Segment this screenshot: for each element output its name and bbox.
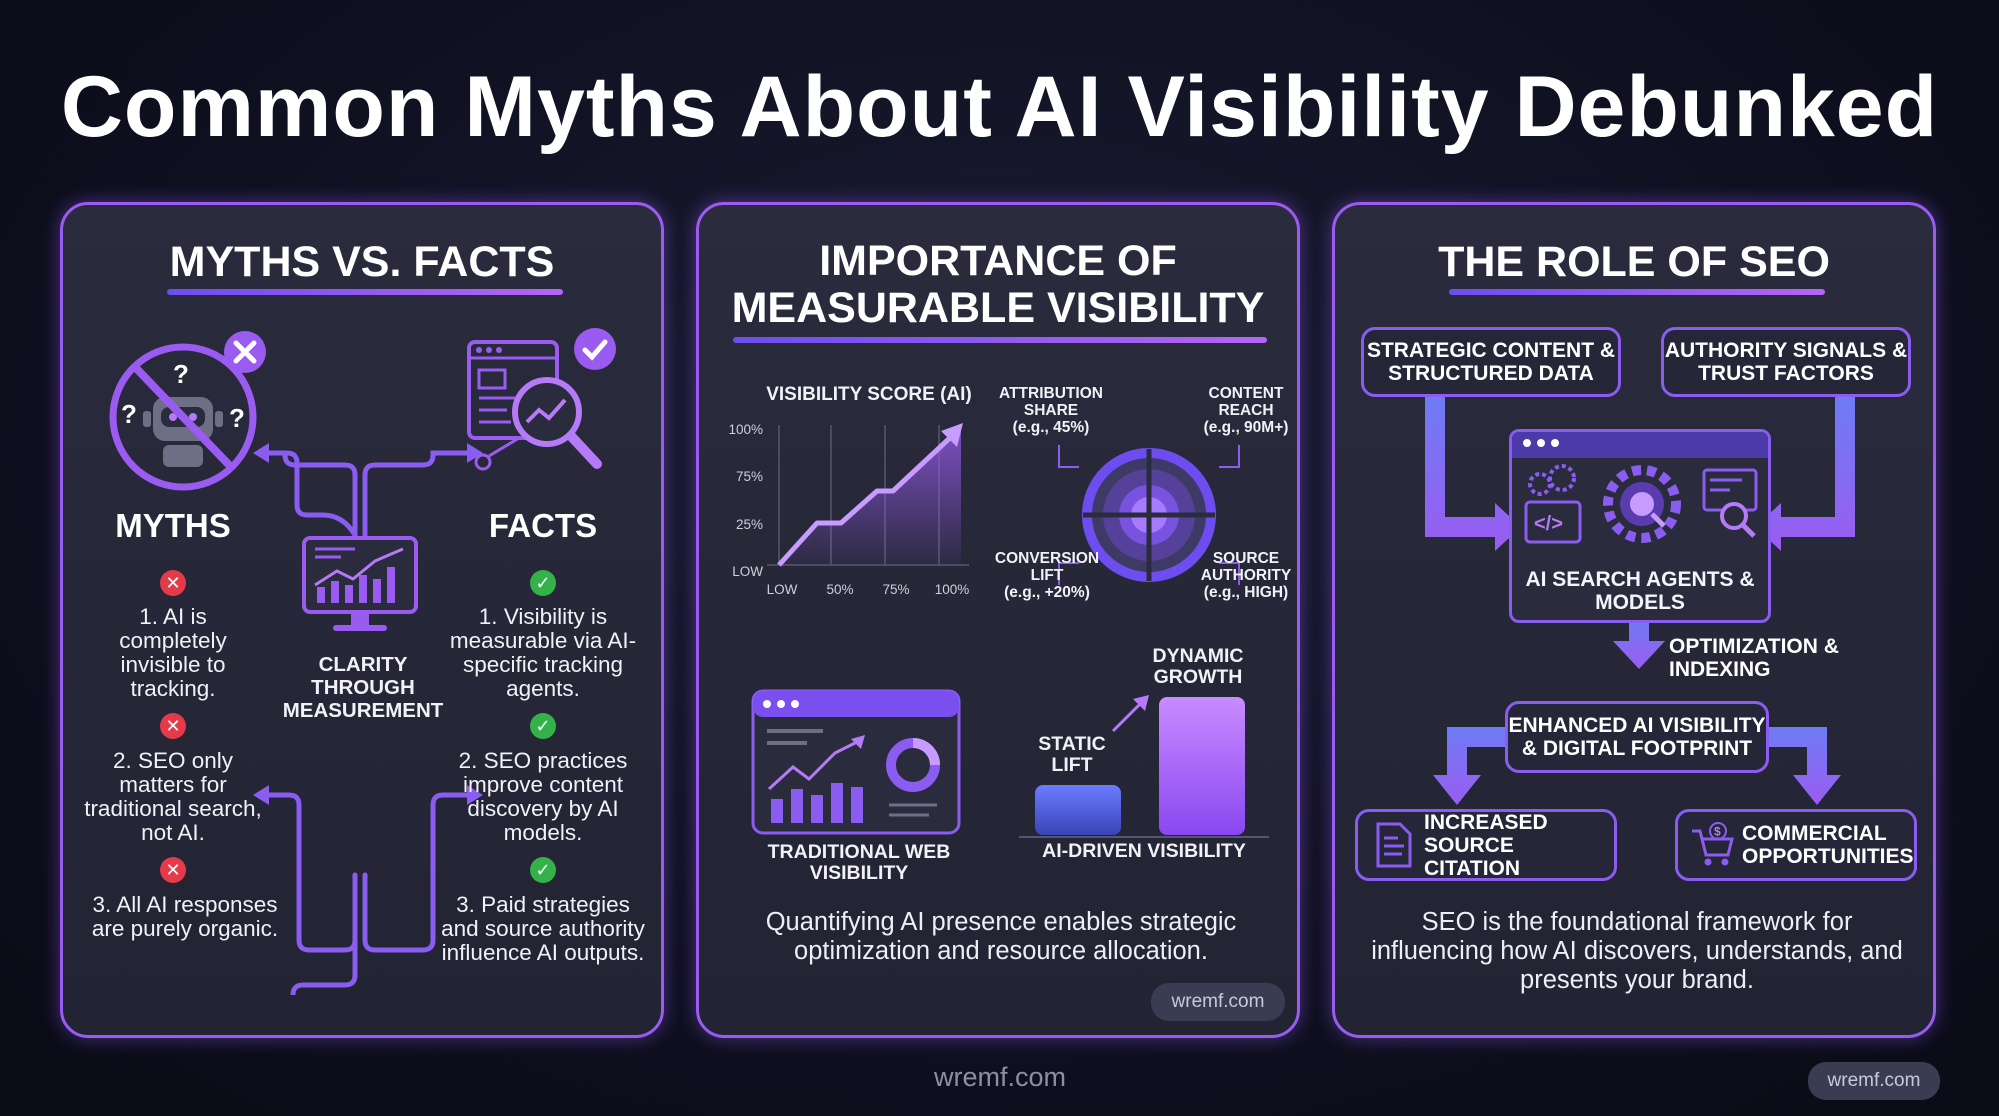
radial-metrics-icon bbox=[1058, 445, 1240, 585]
source-authority-label: SOURCE AUTHORITY (e.g., HIGH) bbox=[1200, 550, 1292, 601]
document-icon bbox=[1376, 822, 1412, 868]
analytics-magnifier-icon bbox=[467, 340, 602, 471]
svg-text:</>: </> bbox=[1534, 513, 1563, 535]
measurable-visibility-panel: IMPORTANCE OF MEASURABLE VISIBILITY VISI… bbox=[696, 202, 1300, 1038]
increased-citation-box: INCREASED SOURCE CITATION bbox=[1355, 809, 1617, 881]
fact-item: 1. Visibility is measurable via AI-speci… bbox=[449, 604, 637, 701]
svg-text:?: ? bbox=[229, 403, 245, 433]
flow-arrows bbox=[1425, 395, 1855, 805]
chart-title: VISIBILITY SCORE (AI) bbox=[766, 384, 972, 405]
title-underline bbox=[1449, 289, 1825, 295]
commercial-opportunities-box: $ COMMERCIAL OPPORTUNITIES bbox=[1675, 809, 1917, 881]
crossed-robot-icon: ? ? ? bbox=[109, 343, 257, 491]
myths-heading: MYTHS bbox=[115, 507, 231, 544]
visibility-line-chart bbox=[767, 423, 969, 567]
attribution-label: ATTRIBUTION SHARE (e.g., 45%) bbox=[999, 385, 1103, 436]
ai-agents-label: AI SEARCH AGENTS & MODELS bbox=[1525, 568, 1755, 614]
strategic-content-box: STRATEGIC CONTENT & STRUCTURED DATA bbox=[1361, 327, 1621, 397]
facts-heading: FACTS bbox=[488, 507, 598, 544]
panel-caption: SEO is the foundational framework for in… bbox=[1371, 908, 1903, 994]
shopping-cart-icon: $ bbox=[1692, 822, 1734, 866]
myth-item: 2. SEO only matters for traditional sear… bbox=[84, 748, 262, 845]
title-underline bbox=[167, 289, 563, 295]
ai-agents-window: </> AI SEARCH AGENTS & MODELS bbox=[1509, 429, 1771, 623]
traditional-label: TRADITIONAL WEB VISIBILITY bbox=[767, 841, 951, 884]
dynamic-growth-label: DYNAMIC GROWTH bbox=[1152, 645, 1244, 688]
panel-title-line1: IMPORTANCE OF bbox=[819, 237, 1177, 285]
footer-watermark-pill: wremf.com bbox=[1808, 1062, 1940, 1100]
svg-text:?: ? bbox=[173, 359, 189, 389]
check-mark-icon: ✓ bbox=[530, 713, 556, 739]
y-tick-label: 75% bbox=[735, 469, 763, 484]
enhanced-visibility-box: ENHANCED AI VISIBILITY & DIGITAL FOOTPRI… bbox=[1505, 701, 1769, 773]
myths-vs-facts-panel: MYTHS VS. FACTS ? ? ? bbox=[60, 202, 664, 1038]
x-badge-icon bbox=[224, 331, 266, 373]
title-underline bbox=[733, 337, 1267, 343]
optimization-label: OPTIMIZATION & INDEXING bbox=[1669, 635, 1839, 681]
page-title: Common Myths About AI Visibility Debunke… bbox=[60, 59, 1939, 155]
panel-title-line2: MEASURABLE VISIBILITY bbox=[731, 284, 1265, 332]
gear-code-search-icon: </> bbox=[1524, 464, 1758, 544]
svg-text:?: ? bbox=[121, 399, 137, 429]
center-label: CLARITY THROUGH MEASUREMENT bbox=[282, 653, 444, 722]
cross-mark-icon: ✕ bbox=[160, 570, 186, 596]
traditional-browser-icon bbox=[751, 689, 961, 835]
x-tick-label: 100% bbox=[934, 582, 970, 597]
svg-text:$: $ bbox=[1714, 825, 1721, 839]
window-dots-icon bbox=[1523, 439, 1559, 447]
y-tick-label: LOW bbox=[732, 564, 763, 579]
ai-driven-label: AI-DRIVEN VISIBILITY bbox=[1042, 840, 1246, 862]
fact-item: 3. Paid strategies and source authority … bbox=[441, 892, 645, 965]
myth-item: 1. AI is completely invisible to trackin… bbox=[119, 604, 227, 701]
authority-signals-box: AUTHORITY SIGNALS & TRUST FACTORS bbox=[1661, 327, 1911, 397]
footer-watermark: wremf.com bbox=[933, 1062, 1066, 1092]
static-lift-label: STATIC LIFT bbox=[1038, 733, 1106, 776]
y-tick-label: 100% bbox=[728, 422, 763, 437]
panel-title: THE ROLE OF SEO bbox=[1438, 238, 1830, 286]
x-tick-label: 75% bbox=[882, 582, 910, 597]
branching-arrows bbox=[253, 443, 483, 995]
x-tick-label: 50% bbox=[826, 582, 854, 597]
monitor-chart-icon bbox=[302, 536, 418, 631]
check-mark-icon: ✓ bbox=[530, 570, 556, 596]
myth-item: 3. All AI responses are purely organic. bbox=[91, 892, 279, 941]
growth-bar-chart bbox=[1019, 695, 1269, 838]
conversion-lift-label: CONVERSION LIFT (e.g., +20%) bbox=[994, 550, 1100, 601]
x-tick-label: LOW bbox=[766, 582, 798, 597]
cross-mark-icon: ✕ bbox=[160, 857, 186, 883]
y-tick-label: 25% bbox=[735, 517, 763, 532]
check-mark-icon: ✓ bbox=[530, 857, 556, 883]
watermark-pill: wremf.com bbox=[1151, 983, 1285, 1021]
panel-title: MYTHS VS. FACTS bbox=[169, 238, 555, 286]
panel-caption: Quantifying AI presence enables strategi… bbox=[765, 908, 1237, 965]
role-of-seo-panel: THE ROLE OF SEO STRATEGIC CONTENT & STRU… bbox=[1332, 202, 1936, 1038]
fact-item: 2. SEO practices improve content discove… bbox=[458, 748, 628, 845]
cross-mark-icon: ✕ bbox=[160, 713, 186, 739]
content-reach-label: CONTENT REACH (e.g., 90M+) bbox=[1203, 385, 1289, 436]
check-badge-icon bbox=[574, 328, 616, 370]
